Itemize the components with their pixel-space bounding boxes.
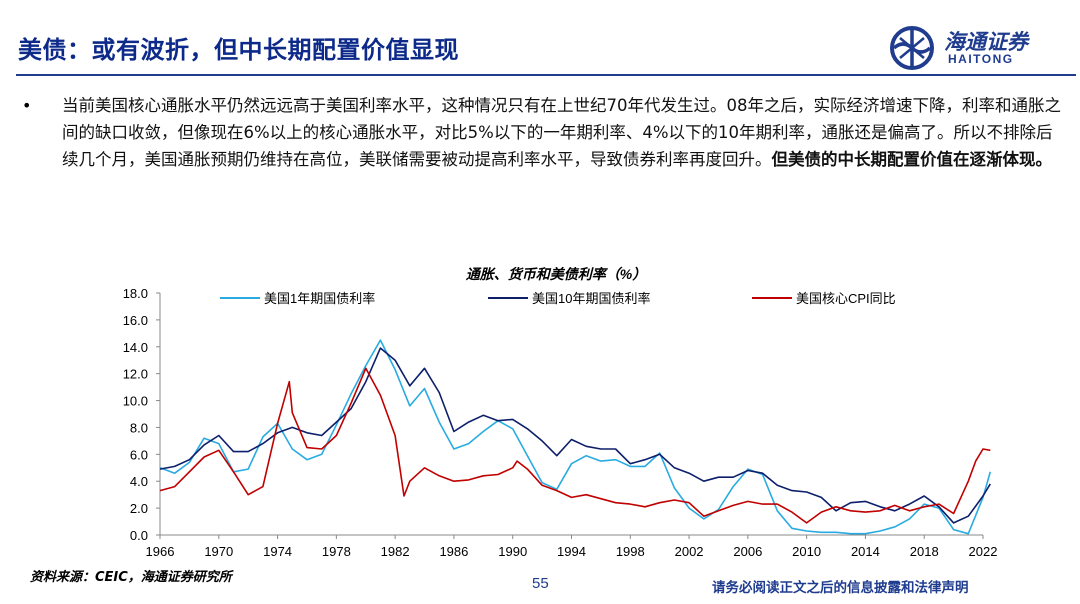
y-tick-label: 0.0 bbox=[130, 528, 148, 543]
chart-title: 通胀、货币和美债利率（%） bbox=[466, 266, 646, 282]
x-tick-label: 1978 bbox=[322, 544, 351, 559]
y-tick-label: 2.0 bbox=[130, 501, 148, 516]
x-tick-label: 2006 bbox=[733, 544, 762, 559]
legal-disclaimer: 请务必阅读正文之后的信息披露和法律声明 bbox=[712, 580, 969, 596]
logo-english-name: HAITONG bbox=[948, 52, 1014, 66]
haitong-logo: 海通证券 HAITONG bbox=[888, 24, 1063, 72]
y-tick-label: 18.0 bbox=[123, 286, 148, 301]
x-tick-label: 1970 bbox=[204, 544, 233, 559]
page-number: 55 bbox=[532, 575, 549, 592]
series-line-2 bbox=[159, 367, 991, 524]
y-tick-label: 6.0 bbox=[130, 447, 148, 462]
body-paragraph: 当前美国核心通胀水平仍然远远高于美国利率水平，这种情况只有在上世纪70年代发生过… bbox=[62, 92, 1062, 173]
logo-chinese-name: 海通证券 bbox=[944, 29, 1028, 54]
title-divider bbox=[16, 74, 1076, 76]
x-tick-label: 1990 bbox=[498, 544, 527, 559]
y-tick-label: 10.0 bbox=[123, 394, 148, 409]
x-tick-label: 1986 bbox=[439, 544, 468, 559]
y-tick-label: 14.0 bbox=[123, 340, 148, 355]
rates-inflation-chart: 通胀、货币和美债利率（%） 0.0 2.0 4.0 6.0 8.0 10.0 12.0 14.… bbox=[123, 266, 998, 559]
y-tick-label: 8.0 bbox=[130, 420, 148, 435]
body-text-bold: 但美债的中长期配置价值在逐渐体现。 bbox=[771, 150, 1053, 169]
legend-label: 美国核心CPI同比 bbox=[796, 291, 896, 306]
x-tick-label: 2002 bbox=[675, 544, 704, 559]
x-tick-label: 1966 bbox=[146, 544, 175, 559]
page-title: 美债：或有波折，但中长期配置价值显现 bbox=[18, 36, 459, 64]
x-tick-label: 2014 bbox=[851, 544, 880, 559]
x-tick-label: 2018 bbox=[910, 544, 939, 559]
source-note: 资料来源：CEIC，海通证券研究所 bbox=[30, 570, 232, 585]
legend-label: 美国1年期国债利率 bbox=[264, 291, 375, 306]
x-tick-label: 1982 bbox=[381, 544, 410, 559]
haitong-emblem-icon bbox=[890, 26, 934, 70]
x-tick-label: 1974 bbox=[263, 544, 292, 559]
y-tick-label: 12.0 bbox=[123, 367, 148, 382]
chart-axes: 0.0 2.0 4.0 6.0 8.0 10.0 12.0 14.0 16.0 18.0 1966 1… bbox=[123, 286, 998, 559]
x-tick-label: 2010 bbox=[792, 544, 821, 559]
bullet-marker: • bbox=[22, 96, 32, 115]
chart-series-lines bbox=[159, 339, 992, 535]
series-line-0 bbox=[159, 339, 992, 535]
body-text-normal: 当前美国核心通胀水平仍然远远高于美国利率水平，这种情况只有在上世纪70年代发生过… bbox=[62, 96, 1061, 169]
x-tick-label: 1998 bbox=[616, 544, 645, 559]
x-tick-label: 2022 bbox=[969, 544, 998, 559]
y-tick-label: 4.0 bbox=[130, 474, 148, 489]
y-tick-label: 16.0 bbox=[123, 313, 148, 328]
chart-legend: 美国1年期国债利率 美国10年期国债利率 美国核心CPI同比 bbox=[220, 291, 896, 306]
legend-label: 美国10年期国债利率 bbox=[532, 291, 650, 306]
x-tick-label: 1994 bbox=[557, 544, 586, 559]
